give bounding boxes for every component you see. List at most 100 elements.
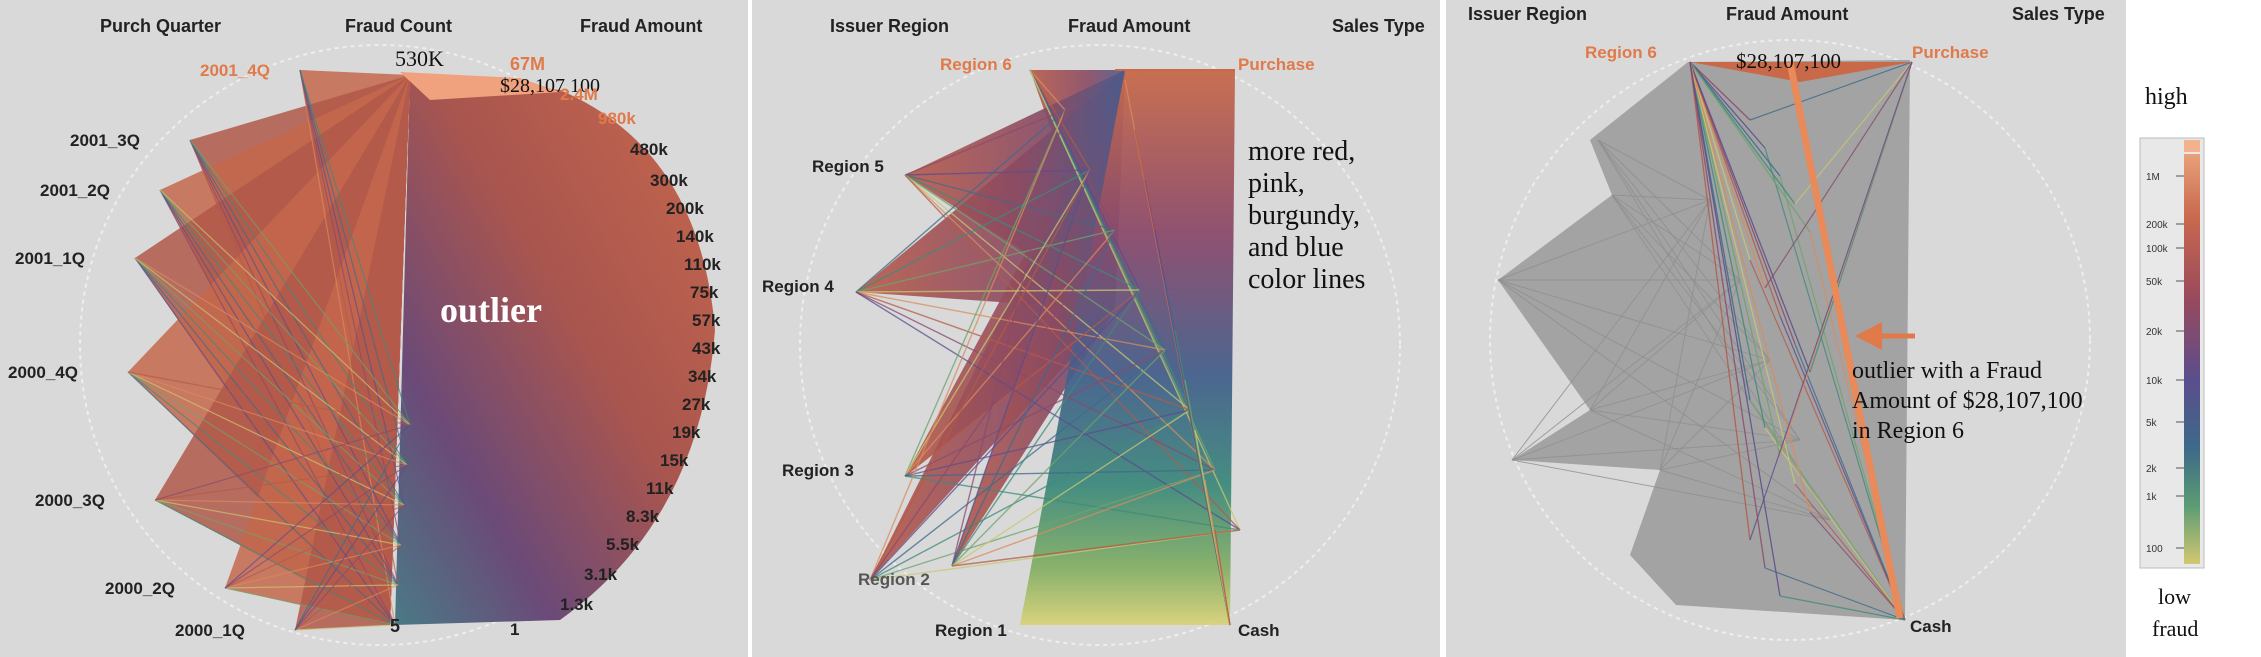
gray-line <box>1589 409 1831 521</box>
annotation-line: in Region 6 <box>1852 418 1964 444</box>
colored-line <box>1749 259 1906 621</box>
colored-line <box>1749 61 1913 121</box>
panel-3-annotation: outlier with a Fraud Amount of $28,107,10… <box>1852 358 2083 444</box>
legend-tick-label: 100k <box>2146 244 2169 255</box>
fraud-amount-label: 75k <box>690 283 719 302</box>
colored-line <box>1689 61 1766 289</box>
region-line <box>951 409 1191 567</box>
axis-label-sales-type-3: Sales Type <box>2012 4 2105 24</box>
region-line <box>1029 69 1241 531</box>
legend-tick-label: 5k <box>2146 418 2158 429</box>
quarter-line <box>294 584 399 631</box>
gray-line <box>1611 194 1711 201</box>
region-line <box>855 291 1241 531</box>
quarter-line <box>134 257 405 506</box>
quarter-line <box>299 69 408 466</box>
region-line <box>904 174 1116 231</box>
colored-line <box>1689 61 1781 597</box>
fraud-amount-label: 27k <box>682 395 711 414</box>
legend-tick-label: 20k <box>2146 327 2163 338</box>
gray-line <box>1597 139 1711 201</box>
quarter-line <box>127 371 408 466</box>
gray-line <box>1659 199 1711 471</box>
quarter-line <box>134 257 399 586</box>
gray-line <box>1511 359 1771 461</box>
colored-line <box>1689 61 1766 429</box>
annotation-line: pink, <box>1248 168 1305 199</box>
panel-2-region-labels: Region 6 Region 5 Region 4 Region 3 Region 2… <box>762 55 1012 640</box>
panel-2-guide-circle <box>799 44 1401 646</box>
annotation-line: Amount of $28,107,100 <box>1852 388 2083 414</box>
region-line <box>951 349 1166 567</box>
gray-line <box>1597 139 1831 521</box>
region-line <box>1029 69 1066 111</box>
quarter-label: 2001_1Q <box>15 249 85 268</box>
sales-type-cash-label: Cash <box>1238 621 1280 640</box>
outlier-arrow-icon <box>1855 322 1915 350</box>
colored-line <box>1764 427 1906 621</box>
quarter-line <box>159 189 402 546</box>
region-label: Region 4 <box>762 277 834 296</box>
axis-label-fraud-count: Fraud Count <box>345 16 452 36</box>
quarter-line <box>299 69 405 506</box>
fraud-amount-label: 480k <box>630 140 668 159</box>
fraud-amount-label: 43k <box>692 339 721 358</box>
region-line <box>904 174 1216 471</box>
region-line <box>951 229 1116 567</box>
region-label: Region 3 <box>782 461 854 480</box>
panel-3-guide-circle <box>1489 39 2091 641</box>
colored-line <box>1809 511 1906 621</box>
region-line <box>951 469 1216 567</box>
axis-label-fraud-amount-2: Fraud Amount <box>1068 16 1190 36</box>
colored-line <box>1689 61 1766 149</box>
colored-line <box>1689 61 1781 317</box>
colored-line <box>1689 61 1781 177</box>
panel-3: Issuer Region Fraud Amount Sales Type Re… <box>1468 4 2105 641</box>
quarter-line <box>127 371 399 586</box>
quarter-label: 2000_4Q <box>8 363 78 382</box>
quarter-line <box>189 139 408 466</box>
sales-type-purchase-label-3: Purchase <box>1912 43 1989 62</box>
quarter-line <box>299 69 399 586</box>
panel-3-gray-lines <box>1497 139 1831 521</box>
fraud-amount-label: 980k <box>598 109 636 128</box>
quarter-line <box>299 69 411 426</box>
region-line <box>904 174 1141 291</box>
gray-line <box>1611 194 1741 281</box>
gray-line <box>1497 279 1771 361</box>
colored-line <box>1689 61 1811 233</box>
quarter-line <box>127 371 405 506</box>
fraud-amount-label: 34k <box>688 367 717 386</box>
region-line <box>951 109 1066 567</box>
fraud-amount-label: 8.3k <box>626 507 660 526</box>
panel-1-line-bundle <box>127 69 411 631</box>
quarter-line <box>134 257 408 466</box>
colored-line <box>1689 61 1811 373</box>
quarter-line <box>127 371 402 546</box>
colored-line <box>1689 61 1781 457</box>
fraud-amount-label: 200k <box>666 199 704 218</box>
region-line <box>855 291 1166 351</box>
legend-tick-label: 200k <box>2146 220 2169 231</box>
region-line <box>904 409 1191 477</box>
gray-line <box>1589 199 1711 411</box>
region-wedge <box>905 70 1125 476</box>
quarter-line <box>294 624 396 631</box>
region-line <box>951 169 1091 567</box>
region-line <box>904 109 1066 477</box>
quarter-label: 2001_4Q <box>200 61 270 80</box>
axis-label-fraud-amount-3: Fraud Amount <box>1726 4 1848 24</box>
legend-tick-label: 2k <box>2146 464 2158 475</box>
quarter-line <box>189 139 396 626</box>
fraud-amount-label: 110k <box>684 255 721 274</box>
quarter-label: 2000_1Q <box>175 621 245 640</box>
legend-fraud-label: fraud <box>2152 616 2198 641</box>
gray-line <box>1597 139 1801 441</box>
colored-line <box>1794 343 1906 621</box>
legend-tick-label: 1M <box>2146 172 2160 183</box>
quarter-line <box>224 584 399 589</box>
legend-color-ramp <box>2184 154 2200 564</box>
fraud-amount-label: 67M <box>510 54 545 74</box>
colored-line <box>1689 61 1751 261</box>
region-line <box>869 349 1166 581</box>
